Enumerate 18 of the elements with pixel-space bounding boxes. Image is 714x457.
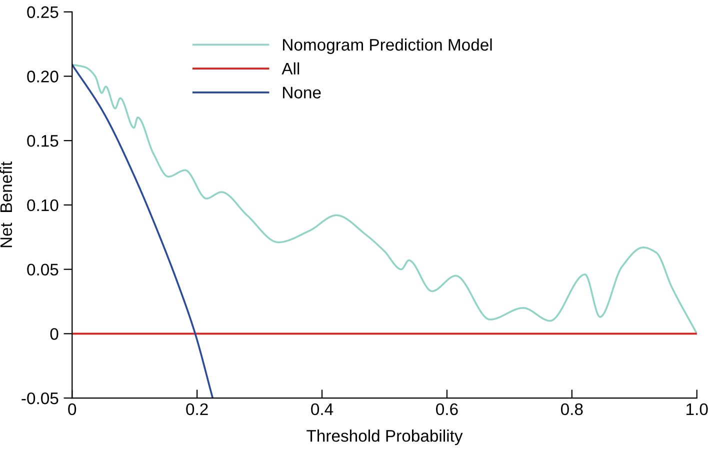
y-tick-label: -0.05 (22, 392, 58, 404)
x-tick-label: 0 (68, 403, 76, 416)
x-axis-title: Threshold Probability (306, 430, 463, 446)
y-tick-label: 0.05 (27, 264, 58, 276)
x-tick-label: 0.2 (186, 403, 208, 416)
legend-label: None (283, 86, 321, 98)
y-tick-label: 0.15 (27, 135, 58, 147)
y-tick-label: 0.10 (27, 199, 58, 212)
legend-label: Nomogram Prediction Model (283, 38, 492, 54)
x-tick-label: 1.0 (686, 403, 708, 416)
x-tick-label: 0.6 (436, 403, 458, 416)
y-tick-label: 0 (50, 328, 58, 340)
y-tick-label: 0.25 (27, 6, 58, 18)
x-tick-label: 0.4 (311, 403, 334, 416)
legend-label: All (282, 62, 300, 74)
x-tick-label: 0.8 (560, 403, 583, 416)
y-tick-label: 0.20 (27, 70, 58, 82)
y-axis-title: Net Benefit (0, 162, 12, 248)
